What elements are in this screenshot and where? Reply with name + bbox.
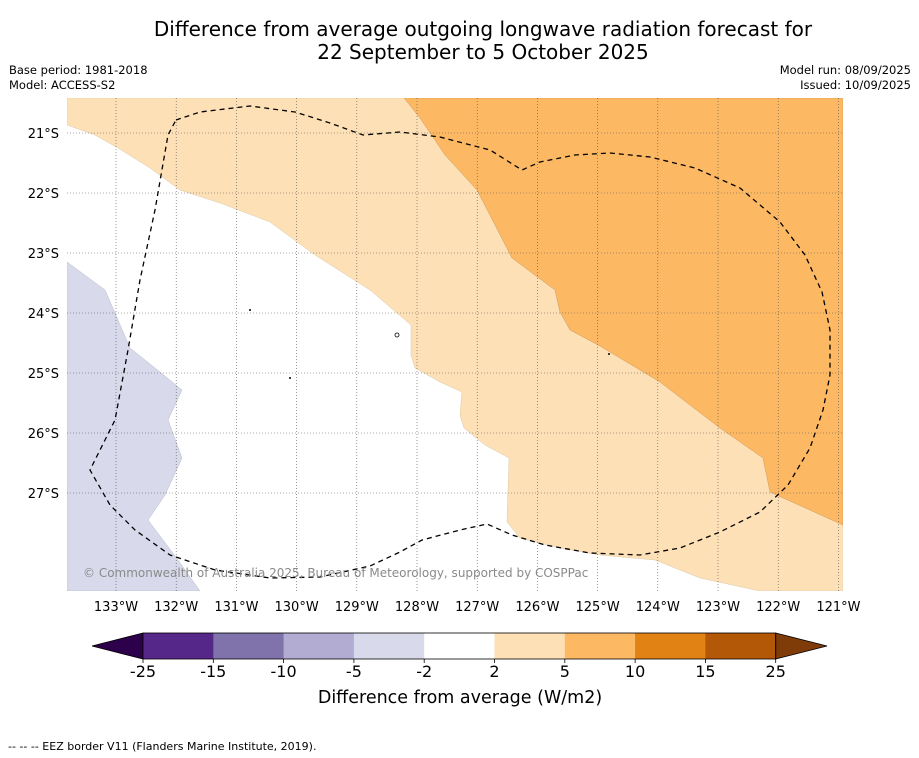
longitude-label: 124°W	[636, 600, 680, 615]
meta-right: Model run: 08/09/2025 Issued: 10/09/2025	[780, 63, 911, 93]
longitude-label: 132°W	[154, 600, 198, 615]
latitude-label: 26°S	[28, 427, 59, 442]
longitude-label: 131°W	[214, 600, 258, 615]
longitude-label: 128°W	[395, 600, 439, 615]
longitude-label: 126°W	[515, 600, 559, 615]
longitude-label: 121°W	[816, 600, 860, 615]
longitude-label: 125°W	[576, 600, 620, 615]
colorbar-swatch	[494, 633, 566, 659]
colorbar-tick-label: 25	[766, 662, 786, 681]
colorbar-swatch	[705, 633, 777, 659]
title-line-2: 22 September to 5 October 2025	[317, 40, 649, 64]
colorbar-swatch	[353, 633, 425, 659]
longitude-label: 130°W	[275, 600, 319, 615]
colorbar-tick-label: 2	[489, 662, 499, 681]
anomaly-5-10-region	[403, 98, 843, 526]
latitude-labels: 21°S 22°S 23°S 24°S 25°S 26°S 27°S	[28, 127, 59, 502]
colorbar-tick-label: -15	[200, 662, 226, 681]
colorbar-swatch	[564, 633, 636, 659]
model-name: Model: ACCESS-S2	[9, 78, 116, 92]
colorbar-tick-label: -5	[346, 662, 362, 681]
longitude-label: 133°W	[94, 600, 138, 615]
colorbar-tick-label: 5	[560, 662, 570, 681]
colorbar-swatch	[143, 633, 214, 659]
copyright-notice: © Commonwealth of Australia 2025, Bureau…	[83, 566, 588, 580]
colorbar-tick-label: -25	[130, 662, 156, 681]
latitude-label: 22°S	[28, 187, 59, 202]
longitude-label: 122°W	[756, 600, 800, 615]
issued-date: Issued: 10/09/2025	[800, 78, 911, 92]
latitude-label: 23°S	[28, 247, 59, 262]
colorbar-tick-label: 10	[625, 662, 645, 681]
latitude-label: 25°S	[28, 367, 59, 382]
eez-legend-note: -- -- -- EEZ border V11 (Flanders Marine…	[8, 740, 317, 753]
model-run: Model run: 08/09/2025	[779, 63, 911, 77]
latitude-label: 21°S	[28, 127, 59, 142]
longitude-labels: 133°W 132°W 131°W 130°W 129°W 128°W 127°W 126°W…	[94, 600, 861, 615]
colorbar-swatch	[213, 633, 285, 659]
anomaly-neg5-neg2-region	[67, 261, 201, 591]
longitude-label: 123°W	[696, 600, 740, 615]
longitude-label: 127°W	[455, 600, 499, 615]
colorbar-swatch	[635, 633, 706, 659]
island-mark	[394, 332, 400, 338]
colorbar-outline	[142, 632, 777, 660]
colorbar-under-arrow	[91, 632, 144, 660]
colorbar-tick-label: 15	[695, 662, 715, 681]
latitude-label: 27°S	[28, 487, 59, 502]
latitude-label: 24°S	[28, 307, 59, 322]
island-mark	[289, 377, 291, 379]
graticule	[67, 98, 843, 591]
meta-left: Base period: 1981-2018 Model: ACCESS-S2	[9, 63, 148, 93]
base-period: Base period: 1981-2018	[9, 63, 148, 77]
longitude-label: 129°W	[335, 600, 379, 615]
colorbar-swatch	[283, 633, 355, 659]
title-line-1: Difference from average outgoing longwav…	[153, 17, 813, 41]
eez-border-line	[89, 105, 831, 579]
colorbar-label: Difference from average (W/m2)	[318, 688, 602, 708]
colorbar-tick-label: -10	[271, 662, 297, 681]
island-mark	[249, 309, 251, 311]
island-mark	[608, 353, 610, 355]
map-title: Difference from average outgoing longwav…	[0, 18, 919, 64]
colorbar-swatch	[424, 633, 495, 659]
colorbar-tick-label: -2	[416, 662, 432, 681]
colorbar-over-arrow	[775, 632, 828, 660]
map-area: © Commonwealth of Australia 2025, Bureau…	[67, 98, 843, 591]
